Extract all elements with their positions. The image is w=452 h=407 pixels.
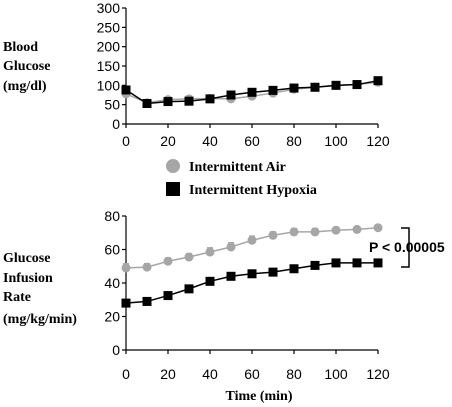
x-tick-label: 40	[202, 366, 218, 382]
bottom-ylabel-line: Rate	[3, 290, 31, 305]
data-point-hypoxia	[352, 80, 362, 90]
glucose-infusion-panel: 0 20 40 60 80 0 20 40 60 80 100 120	[104, 208, 389, 382]
top-ylabel: Blood Glucose (mg/dl)	[3, 40, 50, 94]
data-point-air	[352, 224, 362, 234]
y-tick-label: 100	[97, 77, 121, 93]
data-point-air	[163, 256, 173, 266]
bottom-ylabel: Glucose Infusion Rate (mg/kg/min)	[3, 251, 77, 327]
y-tick-label: 0	[112, 342, 120, 358]
data-point-hypoxia	[163, 291, 173, 301]
data-point-hypoxia	[289, 83, 299, 93]
blood-glucose-panel: 0 50 100 150 200 250 300 0 20 40 60 80 100 120	[97, 0, 390, 149]
x-tick-label: 20	[160, 133, 176, 149]
top-ylabel-line: (mg/dl)	[3, 79, 47, 94]
x-tick-label: 60	[244, 366, 260, 382]
data-point-hypoxia	[205, 94, 215, 104]
data-point-air	[205, 247, 215, 257]
x-tick-label: 20	[160, 366, 176, 382]
data-point-air	[226, 242, 236, 252]
y-tick-label: 300	[97, 0, 121, 16]
data-point-hypoxia	[268, 85, 278, 95]
y-tick-label: 60	[104, 242, 120, 258]
y-tick-label: 150	[97, 58, 121, 74]
data-point-air	[247, 235, 257, 245]
data-point-hypoxia	[121, 298, 131, 308]
data-point-air	[121, 263, 131, 273]
bracket-line	[401, 227, 410, 268]
x-tick-label: 0	[122, 366, 130, 382]
data-point-hypoxia	[205, 276, 215, 286]
legend: Intermittent Air Intermittent Hypoxia	[166, 159, 317, 198]
data-point-hypoxia	[226, 90, 236, 100]
data-point-hypoxia	[310, 260, 320, 270]
data-point-air	[184, 252, 194, 262]
data-point-hypoxia	[142, 296, 152, 306]
top-ylabel-line: Blood	[3, 40, 38, 55]
legend-label-air: Intermittent Air	[189, 160, 286, 175]
data-point-air	[310, 227, 320, 237]
data-point-hypoxia	[289, 264, 299, 274]
top-ylabel-line: Glucose	[3, 59, 50, 74]
data-point-hypoxia	[121, 85, 131, 95]
y-tick-label: 200	[97, 39, 121, 55]
x-tick-label: 80	[286, 133, 302, 149]
data-point-hypoxia	[163, 97, 173, 107]
bottom-ylabel-line: Glucose	[3, 251, 50, 266]
legend-marker-air	[166, 159, 180, 173]
data-point-hypoxia	[247, 269, 257, 279]
legend-marker-hypoxia	[166, 182, 180, 196]
data-point-air	[289, 227, 299, 237]
data-point-hypoxia	[373, 258, 383, 268]
bottom-ylabel-line: Infusion	[3, 271, 53, 286]
data-point-hypoxia	[268, 267, 278, 277]
data-point-hypoxia	[373, 76, 383, 86]
data-point-air	[373, 223, 383, 233]
legend-label-hypoxia: Intermittent Hypoxia	[189, 183, 317, 198]
y-tick-label: 250	[97, 19, 121, 35]
y-tick-label: 0	[112, 116, 120, 132]
y-tick-label: 50	[104, 97, 120, 113]
data-point-air	[142, 262, 152, 272]
data-point-hypoxia	[310, 82, 320, 92]
x-tick-label: 100	[324, 366, 348, 382]
data-point-hypoxia	[184, 284, 194, 294]
x-tick-label: 40	[202, 133, 218, 149]
x-tick-label: 80	[286, 366, 302, 382]
data-point-air	[268, 230, 278, 240]
data-point-hypoxia	[142, 99, 152, 109]
x-tick-label: 0	[122, 133, 130, 149]
data-point-hypoxia	[247, 87, 257, 97]
significance-bracket: P < 0.00005	[369, 227, 445, 268]
data-point-hypoxia	[226, 271, 236, 281]
y-tick-label: 80	[104, 208, 120, 224]
x-axis-label: Time (min)	[225, 389, 292, 404]
x-tick-label: 120	[366, 366, 390, 382]
p-value-label: P < 0.00005	[369, 239, 445, 255]
x-tick-label: 120	[366, 133, 390, 149]
x-tick-label: 60	[244, 133, 260, 149]
data-point-hypoxia	[184, 96, 194, 106]
y-tick-label: 40	[104, 275, 120, 291]
data-point-air	[331, 225, 341, 235]
y-tick-label: 20	[104, 309, 120, 325]
data-point-hypoxia	[331, 80, 341, 90]
bottom-ylabel-line: (mg/kg/min)	[3, 312, 77, 327]
x-tick-label: 100	[324, 133, 348, 149]
data-point-hypoxia	[331, 258, 341, 268]
data-point-hypoxia	[352, 258, 362, 268]
